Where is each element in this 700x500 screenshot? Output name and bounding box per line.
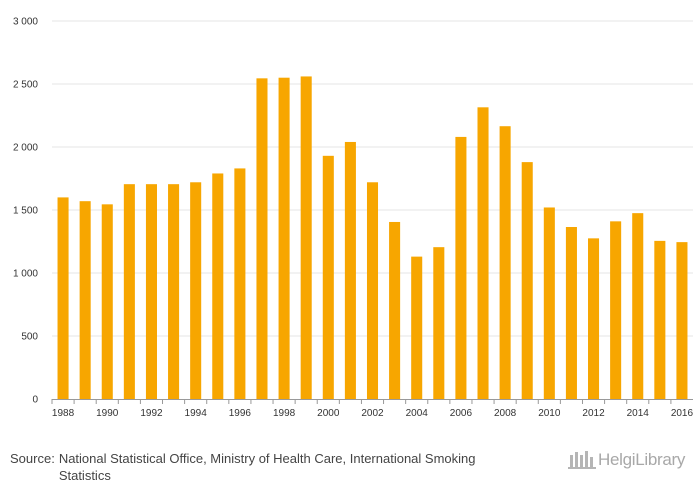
bar-2005 bbox=[433, 247, 445, 399]
x-tick-label: 2006 bbox=[450, 408, 473, 419]
bar-1993 bbox=[168, 184, 180, 399]
bar-2002 bbox=[366, 182, 379, 399]
bars bbox=[57, 76, 688, 400]
x-tick-label: 1990 bbox=[96, 408, 119, 419]
x-tick-label: 1994 bbox=[185, 408, 208, 419]
logo-text: HelgiLibrary bbox=[598, 450, 686, 469]
x-tick-label: 1998 bbox=[273, 408, 296, 419]
x-tick-label: 2016 bbox=[671, 408, 694, 419]
y-tick-label: 3 000 bbox=[13, 17, 38, 28]
x-tick-label: 1996 bbox=[229, 408, 252, 419]
bar-1998 bbox=[278, 77, 290, 399]
x-tick-label: 2000 bbox=[317, 408, 340, 419]
bar-2000 bbox=[322, 155, 334, 399]
bar-1995 bbox=[212, 173, 224, 399]
bar-2004 bbox=[411, 256, 423, 399]
x-tick-label: 2010 bbox=[538, 408, 561, 419]
bar-2010 bbox=[543, 207, 555, 399]
y-tick-label: 2 000 bbox=[13, 143, 38, 154]
x-tick-label: 2012 bbox=[582, 408, 605, 419]
bar-2015 bbox=[654, 240, 666, 399]
bar-2001 bbox=[344, 141, 356, 399]
x-tick-label: 2004 bbox=[406, 408, 429, 419]
x-axis-ticks: 1988 1990 1992 1994 1996 1998 2000 2002 2004 2006… bbox=[51, 399, 694, 419]
bar-1996 bbox=[234, 168, 246, 399]
bar-2008 bbox=[499, 126, 511, 400]
bar-1988 bbox=[57, 197, 69, 399]
bar-2009 bbox=[521, 162, 533, 399]
x-tick-label: 1988 bbox=[52, 408, 75, 419]
bar-1990 bbox=[101, 204, 113, 399]
bar-2011 bbox=[565, 227, 577, 399]
helgi-library-logo: HelgiLibrary bbox=[568, 448, 694, 472]
bar-1994 bbox=[190, 182, 202, 399]
bar-1989 bbox=[79, 201, 91, 399]
x-tick-label: 2014 bbox=[627, 408, 650, 419]
source-note: Source: National Statistical Office, Min… bbox=[10, 450, 530, 484]
bar-2006 bbox=[455, 136, 467, 400]
bar-2014 bbox=[632, 213, 644, 399]
x-tick-label: 1992 bbox=[140, 408, 163, 419]
source-text: National Statistical Office, Ministry of… bbox=[58, 451, 476, 483]
bar-1999 bbox=[300, 76, 312, 399]
bar-2007 bbox=[477, 107, 489, 399]
bar-1991 bbox=[123, 184, 135, 399]
bar-1997 bbox=[256, 78, 268, 399]
y-tick-label: 500 bbox=[21, 332, 38, 343]
bar-2016 bbox=[676, 242, 688, 399]
y-tick-label: 1 500 bbox=[13, 206, 38, 217]
y-tick-label: 0 bbox=[32, 395, 38, 406]
y-axis-ticks: 0 500 1 000 1 500 2 000 2 500 3 000 bbox=[13, 17, 38, 406]
bar-1992 bbox=[145, 184, 157, 399]
source-label: Source: bbox=[10, 451, 55, 466]
y-tick-label: 1 000 bbox=[13, 269, 38, 280]
bar-2012 bbox=[588, 238, 600, 399]
y-tick-label: 2 500 bbox=[13, 80, 38, 91]
library-icon bbox=[568, 451, 596, 469]
bar-2013 bbox=[610, 221, 622, 399]
x-tick-label: 2008 bbox=[494, 408, 517, 419]
bar-2003 bbox=[389, 221, 401, 399]
x-tick-label: 2002 bbox=[361, 408, 384, 419]
